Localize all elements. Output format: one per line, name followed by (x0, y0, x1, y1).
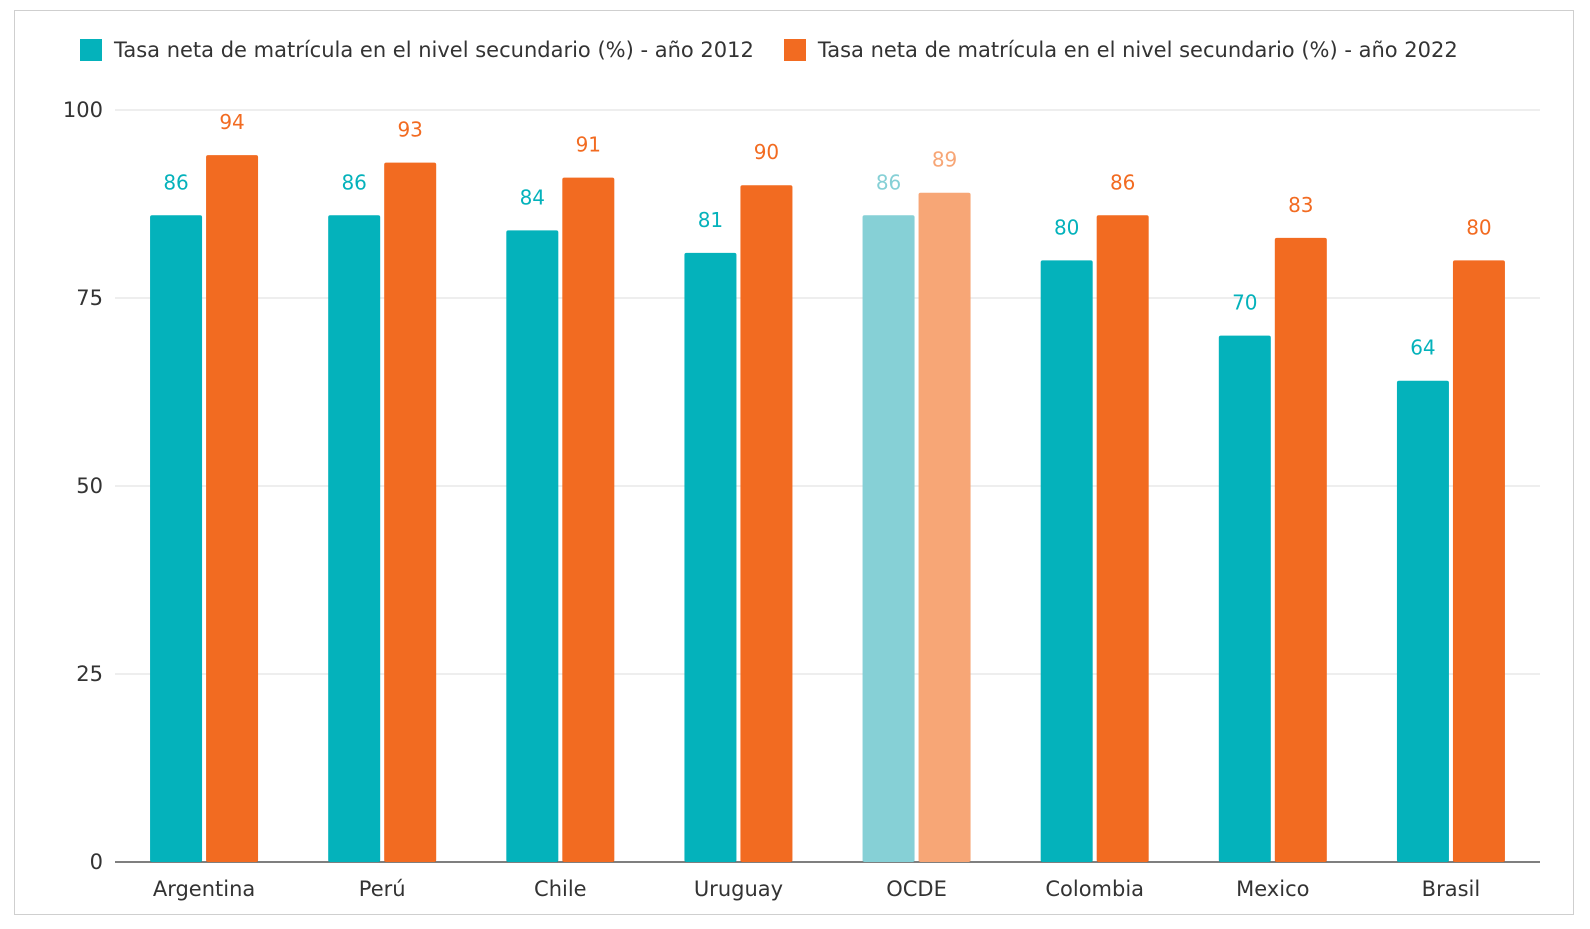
bar-2022-colombia[interactable] (1096, 215, 1149, 862)
bar-2012-brasil[interactable] (1396, 380, 1449, 862)
data-label: 86 (876, 170, 901, 194)
data-label: 91 (576, 133, 601, 157)
bar-2012-ocde[interactable] (862, 215, 915, 862)
x-tick-label: Argentina (153, 877, 255, 901)
bar-2022-chile[interactable] (562, 177, 615, 862)
x-tick-label: Perú (359, 877, 406, 901)
bar-2012-chile[interactable] (506, 230, 559, 862)
data-label: 70 (1232, 291, 1257, 315)
data-label: 80 (1054, 215, 1079, 239)
legend-item-2012[interactable]: Tasa neta de matrícula en el nivel secun… (80, 38, 754, 62)
legend-swatch-2012 (80, 39, 102, 61)
y-tick-label: 100 (63, 98, 103, 122)
legend-swatch-2022 (783, 39, 806, 61)
data-label: 86 (341, 170, 366, 194)
legend-label-2012: Tasa neta de matrícula en el nivel secun… (114, 38, 754, 62)
data-label: 94 (219, 110, 244, 134)
data-label: 81 (698, 208, 723, 232)
y-tick-label: 50 (76, 474, 103, 498)
data-label: 93 (397, 118, 422, 142)
bar-2012-mexico[interactable] (1218, 335, 1271, 863)
x-axis: Argentina Perú Chile Uruguay OCDE Colombia Mex… (153, 877, 1480, 901)
bar-2022-ocde[interactable] (918, 192, 971, 863)
data-label: 83 (1288, 193, 1313, 217)
data-labels: 86 94 86 93 84 91 81 90 86 89 80 86 70 83 64 80 (163, 110, 1491, 360)
bar-2012-perú[interactable] (328, 215, 381, 862)
data-label: 86 (1110, 170, 1135, 194)
bar-2022-mexico[interactable] (1274, 237, 1327, 863)
legend: Tasa neta de matrícula en el nivel secun… (80, 34, 1458, 66)
x-tick-label: Chile (534, 877, 587, 901)
bar-2022-brasil[interactable] (1452, 260, 1505, 862)
bar-2022-uruguay[interactable] (740, 185, 793, 862)
bars (150, 155, 1505, 863)
data-label: 86 (163, 170, 188, 194)
y-tick-label: 0 (90, 850, 103, 874)
legend-item-2022[interactable]: Tasa neta de matrícula en el nivel secun… (783, 38, 1458, 62)
bar-2022-perú[interactable] (384, 162, 437, 862)
data-label: 89 (932, 148, 957, 172)
data-label: 90 (754, 140, 779, 164)
bar-2012-uruguay[interactable] (684, 252, 737, 862)
legend-label-2022: Tasa neta de matrícula en el nivel secun… (817, 38, 1458, 62)
data-label: 80 (1466, 215, 1491, 239)
x-tick-label: Mexico (1236, 877, 1309, 901)
x-tick-label: OCDE (886, 877, 947, 901)
bar-2012-colombia[interactable] (1040, 260, 1093, 862)
data-label: 64 (1410, 336, 1435, 360)
bar-2022-argentina[interactable] (206, 155, 259, 862)
x-tick-label: Uruguay (694, 877, 783, 901)
x-tick-label: Brasil (1422, 877, 1481, 901)
data-label: 84 (520, 185, 545, 209)
x-tick-label: Colombia (1045, 877, 1144, 901)
y-tick-label: 75 (76, 286, 103, 310)
bar-2012-argentina[interactable] (150, 215, 203, 862)
y-axis: 0 25 50 75 100 (63, 98, 103, 874)
y-tick-label: 25 (76, 662, 103, 686)
